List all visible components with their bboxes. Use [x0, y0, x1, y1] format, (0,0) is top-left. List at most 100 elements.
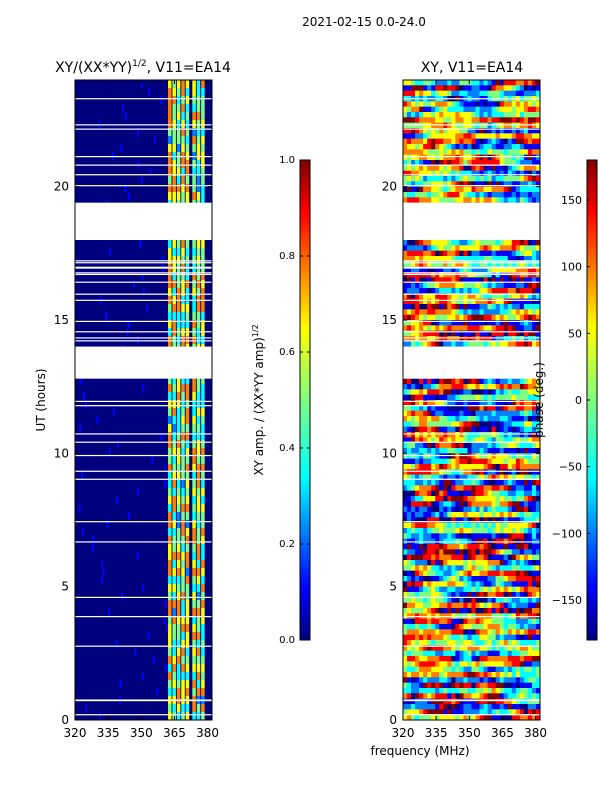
phase-cell — [491, 602, 496, 609]
phase-cell — [427, 181, 432, 187]
phase-cell — [491, 448, 496, 454]
flag-line — [403, 267, 540, 269]
phase-cell — [491, 608, 496, 614]
phase-cell — [507, 160, 513, 166]
phase-cell — [423, 464, 428, 470]
phase-cell — [463, 240, 468, 246]
phase-cell — [431, 634, 436, 641]
phase-cell — [523, 570, 529, 577]
phase-cell — [535, 330, 541, 337]
phase-cell — [483, 384, 488, 390]
phase-cell — [451, 704, 456, 710]
phase-cell — [435, 432, 440, 438]
phase-cell — [447, 464, 452, 470]
phase-cell — [451, 512, 456, 518]
phase-cell — [415, 474, 420, 481]
phase-cell — [439, 378, 444, 385]
phase-cell — [487, 314, 492, 321]
phase-cell — [475, 293, 480, 299]
phase-cell — [431, 528, 436, 534]
phase-cell — [523, 90, 529, 97]
phase-cell — [451, 288, 456, 294]
phase-cell — [419, 256, 424, 262]
amplitude-cell — [201, 376, 205, 385]
phase-cell — [491, 474, 496, 481]
amplitude-cell — [181, 616, 185, 625]
phase-cell — [499, 170, 505, 177]
phase-cell — [443, 106, 448, 113]
phase-cell — [511, 378, 517, 385]
phase-cell — [419, 325, 424, 331]
phase-cell — [439, 330, 444, 337]
phase-cell — [527, 378, 533, 385]
phase-cell — [471, 661, 476, 667]
phase-cell — [427, 634, 432, 641]
phase-cell — [451, 506, 456, 513]
phase-cell — [519, 602, 525, 609]
phase-cell — [447, 608, 452, 614]
phase-cell — [459, 618, 464, 625]
phase-cell — [499, 464, 505, 470]
phase-cell — [463, 298, 468, 305]
phase-cell — [523, 640, 529, 646]
phase-cell — [443, 629, 448, 635]
phase-cell — [475, 629, 480, 635]
phase-cell — [403, 384, 408, 390]
phase-cell — [471, 650, 476, 657]
phase-cell — [531, 154, 537, 161]
phase-cell — [435, 282, 440, 289]
phase-cell — [435, 133, 440, 139]
amplitude-cell — [176, 240, 181, 249]
phase-cell — [499, 394, 505, 401]
phase-cell — [471, 389, 476, 395]
phase-cell — [535, 336, 541, 342]
phase-cell — [411, 688, 416, 694]
amplitude-cell — [168, 672, 172, 681]
phase-cell — [471, 266, 476, 273]
phase-cell — [491, 106, 496, 113]
phase-cell — [511, 320, 517, 326]
phase-cell — [499, 277, 505, 283]
flag-line — [75, 714, 212, 716]
x-tick-label: 365 — [491, 726, 514, 740]
phase-cell — [439, 325, 444, 331]
phase-cell — [511, 448, 517, 454]
phase-cell — [531, 266, 537, 273]
phase-cell — [491, 704, 496, 710]
phase-cell — [511, 645, 517, 651]
phase-cell — [531, 176, 537, 182]
phase-cell — [403, 688, 408, 694]
phase-cell — [527, 197, 533, 203]
phase-cell — [451, 677, 456, 683]
phase-cell — [507, 506, 513, 513]
phase-cell — [495, 453, 501, 459]
phase-cell — [443, 517, 448, 523]
phase-cell — [435, 458, 440, 465]
phase-cell — [527, 112, 533, 118]
phase-cell — [423, 90, 428, 97]
phase-cell — [515, 80, 521, 86]
amplitude-cell — [201, 192, 205, 201]
phase-cell — [451, 149, 456, 155]
phase-cell — [519, 405, 525, 411]
amplitude-cell — [79, 424, 82, 432]
phase-cell — [519, 698, 525, 705]
phase-cell — [419, 80, 424, 86]
phase-cell — [475, 485, 480, 491]
phase-cell — [419, 709, 424, 715]
amplitude-cell — [192, 416, 196, 425]
phase-cell — [423, 186, 428, 193]
phase-cell — [439, 240, 444, 246]
phase-cell — [499, 314, 505, 321]
phase-cell — [491, 90, 496, 97]
amplitude-cell — [185, 400, 190, 409]
phase-cell — [523, 378, 529, 385]
phase-cell — [511, 117, 517, 123]
phase-cell — [535, 528, 541, 534]
amplitude-cell — [168, 520, 172, 529]
phase-cell — [407, 448, 412, 454]
phase-cell — [487, 650, 492, 657]
phase-cell — [535, 496, 541, 502]
phase-cell — [451, 709, 456, 715]
phase-cell — [403, 378, 408, 385]
